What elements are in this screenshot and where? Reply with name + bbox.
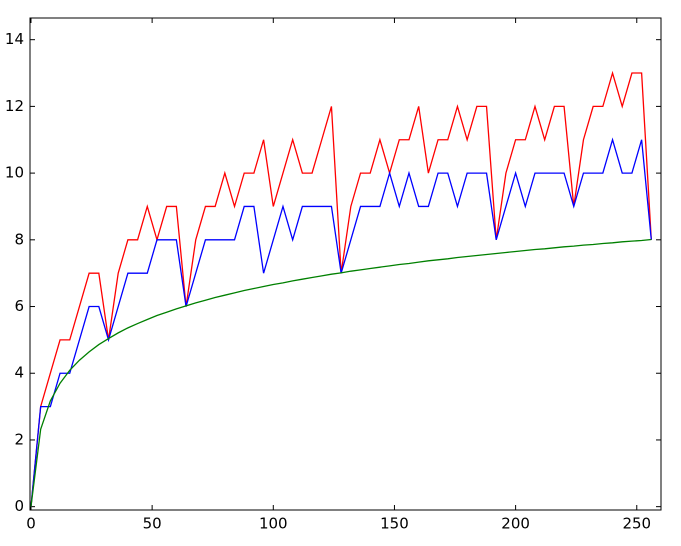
line-series (30, 137, 652, 507)
x-tick-label: 250 (622, 515, 651, 533)
y-tick-label: 8 (14, 230, 24, 248)
y-tick-label: 10 (5, 164, 24, 182)
x-tick-label: 100 (259, 515, 288, 533)
y-tick-label: 12 (5, 97, 24, 115)
x-tick-label: 200 (501, 515, 530, 533)
x-tick-label: 150 (380, 515, 409, 533)
y-tick-label: 0 (14, 497, 24, 515)
plot-frame (29, 17, 662, 511)
x-tick-label: 50 (143, 515, 162, 533)
y-tick-label: 4 (14, 364, 24, 382)
line-series (30, 70, 652, 507)
x-tick-label: 0 (26, 515, 36, 533)
y-tick-label: 2 (14, 430, 24, 448)
y-tick-label: 14 (5, 30, 24, 48)
y-tick-label: 6 (14, 297, 24, 315)
line-series (30, 238, 652, 507)
